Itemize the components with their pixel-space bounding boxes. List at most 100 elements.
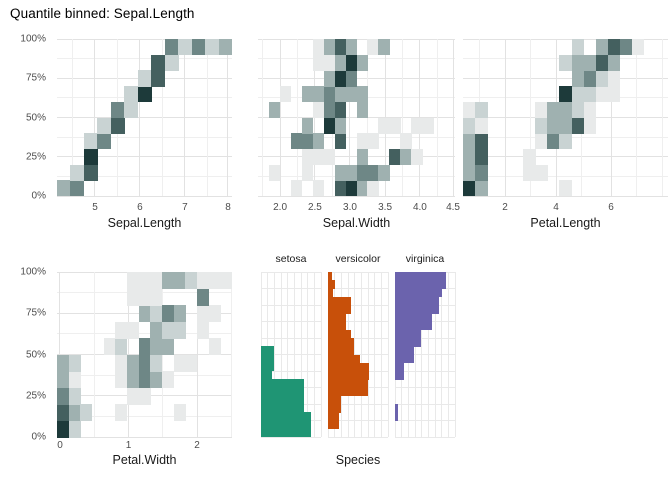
y-tick-label: 25%: [25, 151, 46, 163]
heatmap-tile: [137, 86, 152, 103]
heatmap-tile: [57, 420, 70, 438]
gridline-x-major: [184, 39, 186, 196]
heatmap-tile: [535, 101, 548, 118]
histogram-bar: [261, 404, 305, 413]
heatmap-tile: [523, 164, 536, 181]
heatmap-tile: [535, 133, 548, 150]
heatmap-tile: [400, 133, 412, 150]
x-tick-label: 3.5: [378, 202, 393, 213]
heatmap-tile: [334, 133, 347, 150]
heatmap-tile: [334, 86, 347, 103]
heatmap-tile: [367, 164, 379, 181]
heatmap-tile: [115, 354, 128, 372]
heatmap-tile: [68, 371, 81, 388]
heatmap-tile: [208, 338, 221, 355]
gridline-y: [463, 77, 668, 79]
histogram-bar: [328, 329, 351, 339]
gridline-x-major: [504, 39, 506, 196]
heatmap-tile: [70, 180, 85, 197]
heatmap-tile: [389, 148, 401, 166]
heatmap-tile: [150, 288, 163, 306]
heatmap-tile: [185, 354, 198, 372]
histogram-bar: [261, 346, 275, 355]
heatmap-tile: [83, 164, 98, 181]
heatmap-tile: [124, 101, 139, 118]
gridline-y: [328, 271, 388, 273]
heatmap-tile: [334, 164, 347, 181]
histogram-bar: [328, 321, 346, 331]
y-tick-label: 75%: [25, 72, 46, 84]
heatmap-tile: [475, 148, 488, 166]
heatmap-tile: [127, 272, 140, 289]
heatmap-tile: [323, 39, 336, 56]
heatmap-tile: [356, 164, 368, 181]
x-tick-label: 2: [502, 202, 508, 213]
heatmap-tile: [559, 86, 573, 103]
heatmap-tile: [463, 117, 476, 134]
heatmap-tile: [80, 404, 93, 421]
heatmap-tile: [312, 180, 325, 197]
heatmap-tile: [475, 180, 488, 197]
heatmap-tile: [535, 164, 548, 181]
gridline-y: [261, 354, 321, 355]
histogram-bar: [395, 296, 440, 306]
heatmap-tile: [323, 117, 336, 134]
heatmap-tile: [559, 133, 573, 150]
heatmap-tile: [150, 354, 163, 372]
histogram-bar: [261, 354, 275, 364]
heatmap-tile: [571, 39, 585, 56]
gridline-x-minor: [661, 39, 663, 196]
heatmap-tile: [367, 133, 379, 150]
species-panel-virginica: [394, 271, 456, 438]
heatmap-tile: [463, 133, 476, 150]
heatmap-tile: [475, 117, 488, 134]
heatmap-tile: [162, 338, 175, 355]
gridline-y: [261, 370, 321, 372]
heatmap-tile: [83, 148, 98, 166]
heatmap-tile: [103, 338, 116, 355]
histogram-bar: [261, 387, 305, 397]
heatmap-tile: [323, 86, 336, 103]
gridline-y: [328, 403, 388, 405]
heatmap-tile: [334, 54, 347, 71]
axis-title-species: Species: [335, 453, 381, 467]
heatmap-tile: [191, 39, 206, 56]
heatmap-tile: [138, 371, 151, 388]
gridline-y: [261, 304, 321, 306]
gridline-x-minor: [93, 272, 95, 437]
heatmap-tile: [57, 404, 70, 421]
species-panel-setosa: [260, 271, 322, 438]
heatmap-tile: [208, 272, 221, 289]
gridline-x-minor: [207, 39, 208, 196]
heatmap-tile: [220, 272, 233, 289]
x-tick-label: 4: [553, 202, 559, 213]
heatmap-tile: [547, 133, 560, 150]
heatmap-tile: [127, 354, 140, 372]
heatmap-tile: [164, 39, 179, 56]
gridline-y: [57, 415, 232, 417]
heatmap-tile: [290, 133, 303, 150]
histogram-bar: [395, 329, 422, 339]
heatmap-tile: [356, 101, 368, 118]
heatmap-tile: [463, 164, 476, 181]
histogram-bar: [395, 346, 415, 355]
gridline-y: [57, 136, 232, 138]
species-panel-versicolor: [327, 271, 389, 438]
histogram-bar: [395, 288, 442, 298]
gridline-y: [463, 156, 668, 158]
heatmap-tile: [547, 117, 560, 134]
heatmap-tile: [571, 54, 585, 71]
heatmap-panel-petal_length: [463, 38, 668, 197]
gridline-x-minor: [436, 39, 438, 196]
gridline-y: [57, 58, 232, 60]
heatmap-tile: [619, 39, 633, 56]
heatmap-tile: [173, 404, 186, 421]
heatmap-tile: [110, 101, 125, 118]
gridline-x-minor: [296, 39, 298, 196]
heatmap-tile: [356, 180, 368, 197]
heatmap-tile: [164, 54, 179, 71]
heatmap-tile: [173, 272, 186, 289]
heatmap-tile: [162, 321, 175, 339]
heatmap-tile: [583, 70, 597, 87]
gridline-x-major: [139, 39, 141, 196]
